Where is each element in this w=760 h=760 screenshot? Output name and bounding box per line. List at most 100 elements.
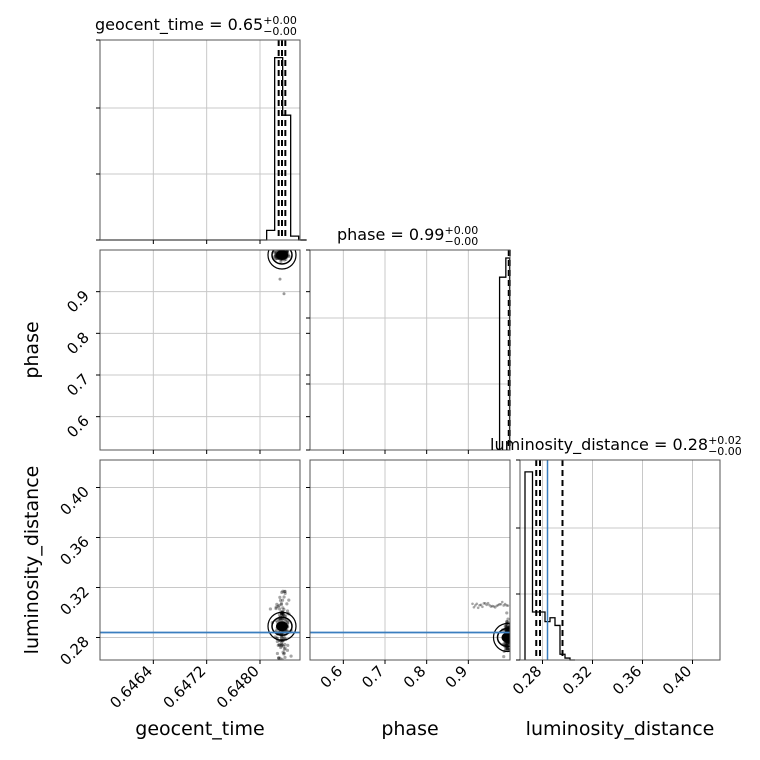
scatter-point xyxy=(486,601,490,605)
title-plus-phase: +0.00 xyxy=(444,224,478,237)
scatter-point xyxy=(280,612,284,616)
scatter-point xyxy=(275,639,279,644)
x-tick-label-luminosity_distance: 0.32 xyxy=(559,662,595,698)
scatter-point xyxy=(288,663,291,666)
scatter-point xyxy=(278,643,282,647)
x-tick-label-luminosity_distance: 0.40 xyxy=(659,662,695,698)
scatter-point xyxy=(283,591,287,595)
scatter-point xyxy=(493,606,497,609)
scatter-point xyxy=(505,647,509,651)
x-axis-label-luminosity_distance: luminosity_distance xyxy=(526,718,715,740)
scatter-point xyxy=(275,651,280,656)
y-axis-label-luminosity_distance: luminosity_distance xyxy=(21,466,43,655)
scatter-point xyxy=(475,602,479,606)
scatter-point xyxy=(483,602,487,605)
scatter-point xyxy=(283,589,287,594)
x-tick-label-luminosity_distance: 0.36 xyxy=(609,662,645,698)
scatter-point xyxy=(279,641,284,646)
scatter-point xyxy=(474,604,477,607)
scatter-point xyxy=(277,676,280,679)
scatter-point xyxy=(277,656,281,660)
scatter-point xyxy=(285,609,290,613)
scatter-point xyxy=(279,645,283,650)
scatter-point xyxy=(478,603,481,607)
panel-frame-luminosity_distance_vs_phase xyxy=(309,459,511,661)
scatter-point xyxy=(284,614,288,618)
scatter-point xyxy=(286,643,290,647)
scatter-luminosity_distance_vs_geocent_time xyxy=(267,589,297,679)
title-luminosity_distance: luminosity_distance = 0.28+0.02 xyxy=(490,434,742,455)
panel-frame-luminosity_distance_vs_geocent_time xyxy=(99,459,301,661)
x-tick-label-geocent_time: 0.6472 xyxy=(160,662,210,712)
scatter-luminosity_distance_vs_phase xyxy=(471,600,510,659)
scatter-point xyxy=(285,602,289,606)
x-axis-label-geocent_time: geocent_time xyxy=(135,718,264,740)
panel-frame-geocent_time xyxy=(99,39,301,241)
scatter-point xyxy=(276,643,280,647)
histogram-luminosity_distance xyxy=(524,471,575,661)
scatter-point xyxy=(283,636,287,640)
scatter-point xyxy=(472,605,476,609)
scatter-point xyxy=(283,618,287,622)
density-contour xyxy=(496,627,510,648)
scatter-point xyxy=(268,607,272,611)
scatter-point xyxy=(506,617,510,621)
y-tick-label-phase: 0.7 xyxy=(63,370,93,400)
scatter-point xyxy=(277,603,281,608)
scatter-point xyxy=(505,619,509,624)
scatter-point xyxy=(273,255,277,259)
scatter-point xyxy=(505,624,509,629)
scatter-point xyxy=(489,605,493,608)
scatter-point xyxy=(278,656,282,660)
x-tick-label-phase: 0.6 xyxy=(317,662,347,692)
scatter-point xyxy=(277,643,281,647)
scatter-point xyxy=(283,589,287,593)
y-tick-label-phase: 0.9 xyxy=(63,287,93,317)
histogram-geocent_time xyxy=(100,56,307,241)
x-tick-label-geocent_time: 0.6480 xyxy=(213,662,263,712)
scatter-point xyxy=(504,646,508,651)
data-layer xyxy=(100,40,575,679)
scatter-point xyxy=(273,250,277,254)
scatter-point xyxy=(506,604,510,607)
panel-frame-phase_vs_geocent_time xyxy=(99,249,301,451)
density-core xyxy=(501,632,510,643)
scatter-point xyxy=(286,620,290,625)
scatter-point xyxy=(282,651,286,655)
scatter-point xyxy=(282,595,286,599)
scatter-point xyxy=(507,642,510,647)
scatter-point xyxy=(502,654,506,659)
scatter-point xyxy=(275,628,279,633)
scatter-point xyxy=(280,617,284,621)
scatter-point xyxy=(278,277,282,281)
scatter-point xyxy=(279,601,283,606)
scatter-point xyxy=(276,604,280,609)
scatter-phase_vs_geocent_time xyxy=(267,250,297,296)
scatter-point xyxy=(274,257,278,261)
scatter-point xyxy=(505,642,509,646)
x-tick-label-geocent_time: 0.6464 xyxy=(106,662,156,712)
scatter-point xyxy=(280,657,284,660)
title-plus-luminosity_distance: +0.02 xyxy=(708,434,742,447)
scatter-point xyxy=(505,642,509,646)
scatter-point xyxy=(278,598,283,603)
scatter-point xyxy=(280,598,285,602)
scatter-point xyxy=(279,664,282,667)
scatter-point xyxy=(279,259,283,264)
grid-layer xyxy=(100,40,720,660)
scatter-point xyxy=(283,655,287,659)
density-contour xyxy=(492,622,510,653)
title-minus-geocent_time: −0.00 xyxy=(263,25,297,38)
scatter-point xyxy=(495,604,498,608)
scatter-point xyxy=(506,648,510,652)
y-tick-label-luminosity_distance: 0.40 xyxy=(56,483,92,519)
scatter-point xyxy=(282,644,286,648)
scatter-point xyxy=(274,605,278,609)
title-geocent_time: geocent_time = 0.65+0.00 xyxy=(95,14,297,35)
scatter-point xyxy=(505,620,509,624)
x-tick-label-luminosity_distance: 0.28 xyxy=(509,662,545,698)
scatter-point xyxy=(488,603,491,607)
scatter-point xyxy=(287,254,291,259)
scatter-point xyxy=(282,607,286,612)
